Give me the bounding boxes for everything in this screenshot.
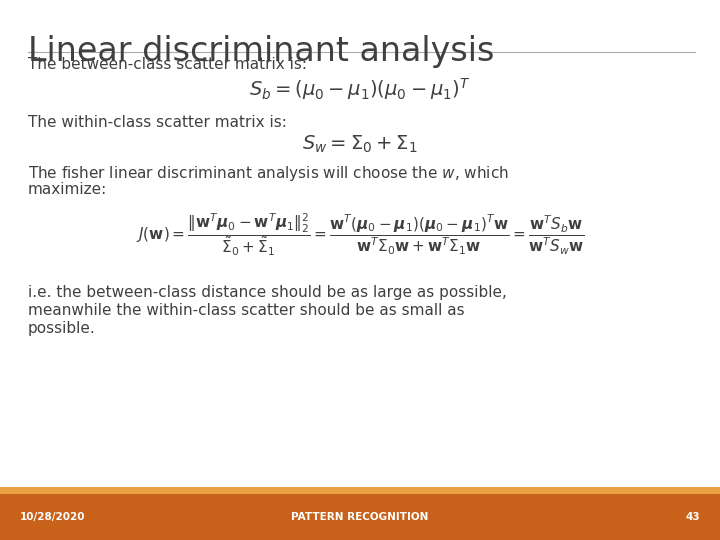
- Text: The between-class scatter matrix is:: The between-class scatter matrix is:: [28, 57, 307, 72]
- Text: 43: 43: [685, 512, 700, 522]
- Text: possible.: possible.: [28, 321, 96, 336]
- Text: Linear discriminant analysis: Linear discriminant analysis: [28, 35, 495, 68]
- Text: $S_w = \Sigma_0 + \Sigma_1$: $S_w = \Sigma_0 + \Sigma_1$: [302, 133, 418, 154]
- Text: The fisher linear discriminant analysis will choose the $w$, which: The fisher linear discriminant analysis …: [28, 164, 509, 183]
- Text: maximize:: maximize:: [28, 182, 107, 197]
- Text: PATTERN RECOGNITION: PATTERN RECOGNITION: [292, 512, 428, 522]
- Text: $S_b = (\mu_0 - \mu_1)(\mu_0 - \mu_1)^T$: $S_b = (\mu_0 - \mu_1)(\mu_0 - \mu_1)^T$: [249, 76, 471, 102]
- Text: 10/28/2020: 10/28/2020: [20, 512, 86, 522]
- Bar: [0, 487, 720, 494]
- Text: The within-class scatter matrix is:: The within-class scatter matrix is:: [28, 115, 287, 130]
- Bar: [0, 494, 720, 540]
- Text: meanwhile the within-class scatter should be as small as: meanwhile the within-class scatter shoul…: [28, 303, 464, 318]
- Text: $J(\mathbf{w}) = \dfrac{\|\mathbf{w}^T\boldsymbol{\mu}_0 - \mathbf{w}^T\boldsymb: $J(\mathbf{w}) = \dfrac{\|\mathbf{w}^T\b…: [136, 212, 584, 258]
- Text: i.e. the between-class distance should be as large as possible,: i.e. the between-class distance should b…: [28, 285, 507, 300]
